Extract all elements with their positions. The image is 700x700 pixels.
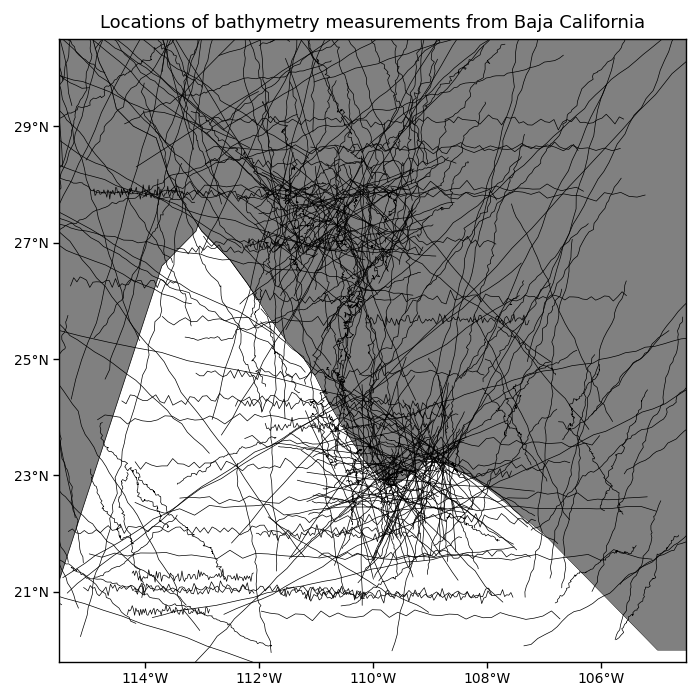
Polygon shape (0, 0, 686, 650)
Polygon shape (0, 0, 412, 650)
Polygon shape (259, 39, 686, 650)
Title: Locations of bathymetry measurements from Baja California: Locations of bathymetry measurements fro… (100, 14, 645, 32)
